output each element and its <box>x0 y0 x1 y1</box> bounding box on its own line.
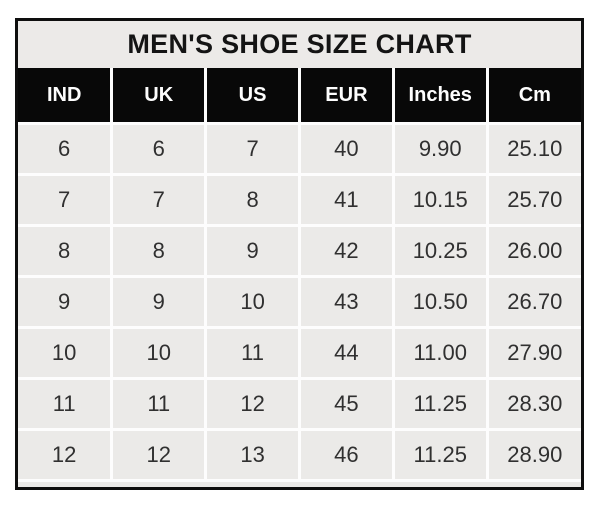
table-cell: 10.25 <box>391 224 489 278</box>
col-header-us: US <box>204 68 300 124</box>
table-cell: 10 <box>18 326 114 380</box>
col-header-cm: Cm <box>485 68 581 124</box>
table-cell: 11 <box>204 326 301 380</box>
table-cell: 12 <box>204 377 301 431</box>
table-cell: 28.30 <box>485 377 581 431</box>
table-row: 10 10 11 44 11.00 27.90 <box>18 326 581 380</box>
table-cell: 45 <box>297 377 395 431</box>
table-cell: 9 <box>204 224 301 278</box>
table-cell: 7 <box>110 173 208 227</box>
table-cell: 44 <box>297 326 395 380</box>
table-cell: 7 <box>18 173 114 227</box>
table-cell: 26.70 <box>485 275 581 329</box>
table-cell: 25.70 <box>485 173 581 227</box>
table-cell: 9.90 <box>391 122 489 176</box>
chart-title: MEN'S SHOE SIZE CHART <box>18 21 581 68</box>
table-cell: 42 <box>297 224 395 278</box>
table-cell: 46 <box>297 428 395 482</box>
table-cell: 26.00 <box>485 224 581 278</box>
table-cell: 12 <box>110 428 208 482</box>
header-row: IND UK US EUR Inches Cm <box>18 68 581 124</box>
size-table: IND UK US EUR Inches Cm 6 6 7 40 9.90 25… <box>18 68 581 482</box>
table-cell: 41 <box>297 173 395 227</box>
table-cell: 8 <box>110 224 208 278</box>
table-cell: 9 <box>18 275 114 329</box>
table-cell: 11.25 <box>391 428 489 482</box>
col-header-ind: IND <box>18 68 112 124</box>
shoe-size-chart: MEN'S SHOE SIZE CHART IND UK US EUR Inch… <box>15 18 584 490</box>
table-cell: 11.00 <box>391 326 489 380</box>
table-cell: 13 <box>204 428 301 482</box>
table-cell: 11.25 <box>391 377 489 431</box>
col-header-inches: Inches <box>391 68 488 124</box>
table-cell: 11 <box>18 377 114 431</box>
table-row: 7 7 8 41 10.15 25.70 <box>18 173 581 227</box>
table-cell: 28.90 <box>485 428 581 482</box>
table-row: 12 12 13 46 11.25 28.90 <box>18 428 581 482</box>
table-cell: 8 <box>18 224 114 278</box>
table-cell: 7 <box>204 122 301 176</box>
table-cell: 27.90 <box>485 326 581 380</box>
table-cell: 10.15 <box>391 173 489 227</box>
bottom-strip <box>18 482 581 487</box>
col-header-uk: UK <box>110 68 206 124</box>
table-cell: 11 <box>110 377 208 431</box>
table-cell: 10.50 <box>391 275 489 329</box>
table-row: 9 9 10 43 10.50 26.70 <box>18 275 581 329</box>
table-cell: 10 <box>110 326 208 380</box>
col-header-eur: EUR <box>297 68 394 124</box>
table-cell: 10 <box>204 275 301 329</box>
table-cell: 6 <box>110 122 208 176</box>
table-row: 11 11 12 45 11.25 28.30 <box>18 377 581 431</box>
table-cell: 43 <box>297 275 395 329</box>
table-cell: 25.10 <box>485 122 581 176</box>
table-row: 6 6 7 40 9.90 25.10 <box>18 122 581 176</box>
table-cell: 12 <box>18 428 114 482</box>
table-cell: 40 <box>297 122 395 176</box>
table-row: 8 8 9 42 10.25 26.00 <box>18 224 581 278</box>
table-cell: 9 <box>110 275 208 329</box>
table-cell: 6 <box>18 122 114 176</box>
table-cell: 8 <box>204 173 301 227</box>
